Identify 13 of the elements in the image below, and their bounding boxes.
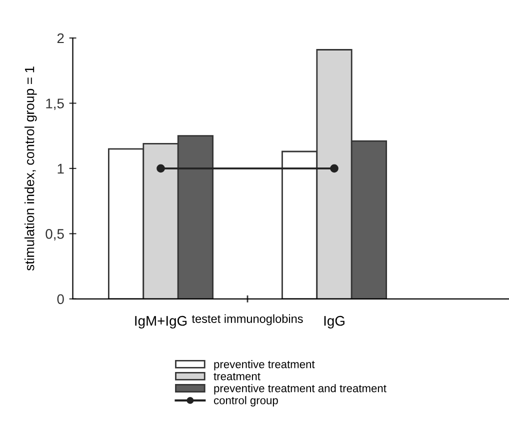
y-tick-label: 1,5 <box>46 98 64 110</box>
x-axis-title: testet immunoglobins <box>192 314 303 326</box>
legend-label: treatment <box>214 372 260 380</box>
y-tick-label: 2 <box>57 33 64 44</box>
y-axis-title: stimulation index, control group = 1 <box>24 66 37 271</box>
y-tick-label: 1 <box>58 164 64 174</box>
y-tick-label: 0,5 <box>46 229 64 240</box>
legend-label: control group <box>214 396 278 406</box>
y-tick-label: 0 <box>57 294 64 304</box>
x-tick-label: IgM+IgG <box>135 316 187 329</box>
x-tick-label: IgG <box>324 316 344 329</box>
legend-label: preventive treatment and treatment <box>214 384 386 394</box>
legend-label: preventive treatment <box>214 360 315 370</box>
